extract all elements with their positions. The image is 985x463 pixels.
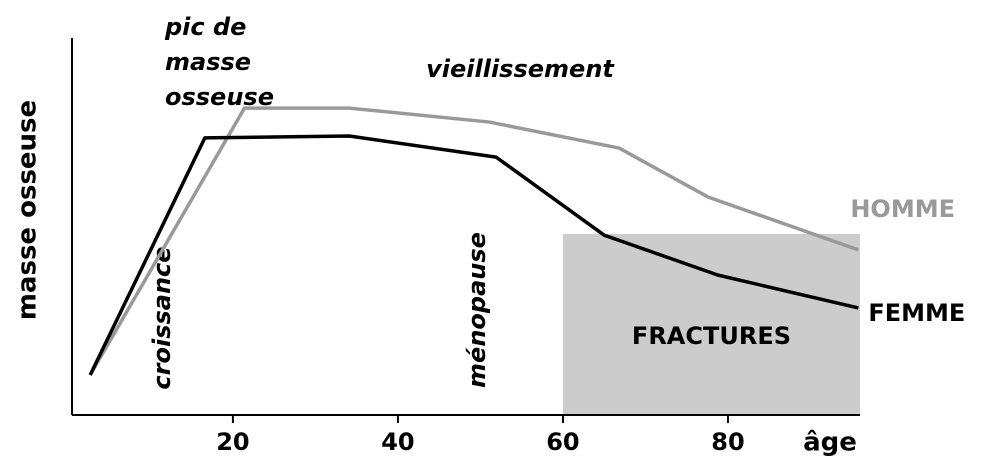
annotation: osseuse	[165, 83, 274, 111]
annotation: pic de	[164, 13, 246, 41]
zone-label: FRACTURES	[632, 322, 791, 350]
annotation: masse	[165, 48, 251, 76]
y-axis-label: masse osseuse	[13, 100, 43, 320]
x-tick-label: 60	[546, 428, 579, 456]
x-axis-label: âge	[803, 428, 857, 458]
x-tick-label: 20	[216, 428, 249, 456]
fracture-zone	[562, 234, 860, 415]
x-tick-label: 40	[381, 428, 414, 456]
annotation: ménopause	[463, 232, 491, 388]
line	[88, 134, 859, 376]
series-label: FEMME	[868, 299, 965, 327]
annotation: vieillissement	[426, 55, 615, 83]
series-label: HOMME	[850, 195, 955, 223]
line	[88, 106, 859, 376]
x-tick-label: 80	[711, 428, 744, 456]
